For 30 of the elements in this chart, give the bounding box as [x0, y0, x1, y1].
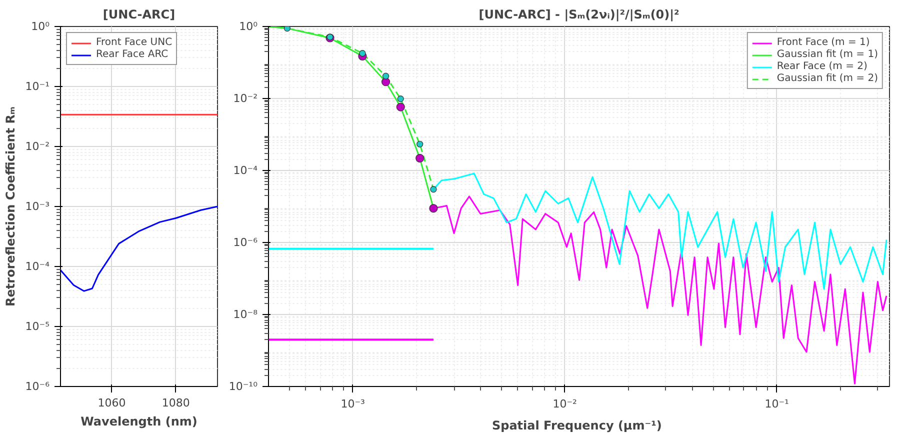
- legend-label: Rear Face ARC: [96, 49, 168, 60]
- line-series: [60, 206, 218, 292]
- y-tick-label: 10⁻⁴: [233, 164, 258, 177]
- y-tick-label: 10⁰: [31, 20, 50, 33]
- y-tick-label: 10⁻⁸: [233, 308, 258, 321]
- x-tick-label: 10⁻³: [340, 398, 365, 410]
- y-tick-label: 10⁻³: [25, 200, 50, 213]
- y-axis-title: Retroreflection Coefficient Rₘ: [3, 106, 18, 306]
- legend-label: Front Face UNC: [96, 37, 172, 48]
- legend-label: Gaussian fit (m = 2): [776, 73, 878, 84]
- y-tick-label: 10⁻¹: [25, 80, 50, 93]
- x-tick-label: 1080: [162, 396, 190, 410]
- y-tick-label: 10⁰: [239, 20, 258, 33]
- legend-label: Front Face (m = 1): [776, 37, 870, 48]
- x-axis-title: Wavelength (nm): [80, 414, 198, 428]
- legend-label: Rear Face (m = 2): [776, 61, 868, 72]
- legend-label: Gaussian fit (m = 1): [776, 49, 878, 60]
- chart-title: [UNC-ARC]: [102, 8, 176, 22]
- x-tick-label: 10⁻¹: [764, 398, 789, 410]
- y-tick-label: 10⁻⁶: [25, 380, 50, 393]
- x-tick-label: 1060: [98, 396, 126, 410]
- y-tick-label: 10⁻²: [233, 92, 258, 105]
- y-tick-label: 10⁻⁶: [233, 236, 258, 249]
- y-tick-label: 10⁻⁵: [25, 320, 50, 333]
- y-tick-label: 10⁻⁴: [25, 260, 50, 273]
- x-tick-label: 10⁻²: [552, 398, 577, 410]
- y-tick-label: 10⁻²: [25, 140, 50, 153]
- x-axis-title: Spatial Frequency (μm⁻¹): [492, 418, 662, 432]
- y-tick-label: 10⁻¹⁰: [228, 380, 258, 393]
- chart-title: [UNC-ARC] - |Sₘ(2νᵢ)|²/|Sₘ(0)|²: [478, 8, 680, 22]
